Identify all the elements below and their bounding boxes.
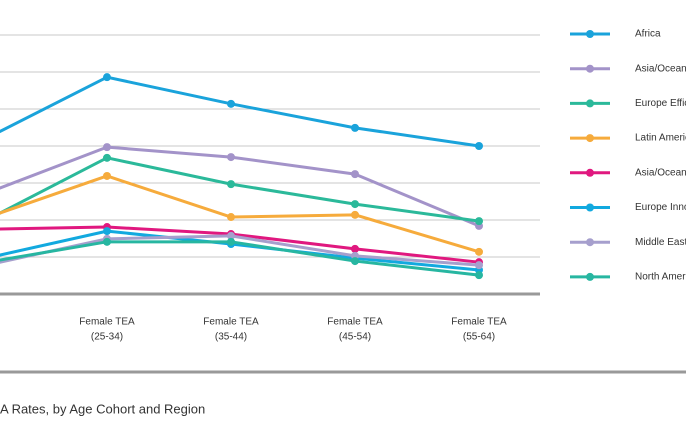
x-tick-label: Female TEA (79, 317, 135, 328)
legend-marker (586, 168, 594, 177)
legend-marker (586, 238, 594, 247)
legend-marker (586, 30, 594, 38)
data-point (103, 227, 111, 236)
data-point (103, 73, 111, 82)
legend-label: Asia/Oceania (635, 167, 686, 178)
legend-marker (586, 203, 594, 212)
data-point (475, 247, 483, 256)
data-point (475, 142, 483, 150)
data-point (103, 237, 111, 246)
x-tick-label: (25-34) (91, 332, 123, 343)
x-tick-label: Female TEA (451, 317, 507, 328)
legend-label: North Americ (635, 272, 686, 283)
data-point (475, 271, 483, 280)
legend-label: Middle Easte (635, 237, 686, 248)
data-point (103, 143, 111, 152)
legend-label: Europe Innova (635, 202, 686, 213)
series-line (0, 75, 480, 148)
chart-caption: A Rates, by Age Cohort and Region (0, 401, 205, 416)
data-point (351, 170, 359, 179)
data-point (227, 213, 235, 222)
x-tick-label: Female TEA (203, 317, 259, 328)
data-point (351, 200, 359, 209)
data-point (103, 171, 111, 180)
data-point (227, 237, 235, 246)
data-point (227, 180, 235, 189)
data-point (227, 99, 235, 108)
data-point (351, 257, 359, 266)
legend-label: Latin America (635, 133, 686, 144)
data-point (227, 231, 235, 240)
data-point (475, 261, 483, 270)
series-line (0, 156, 480, 223)
legend-label: Africa (635, 29, 661, 40)
x-tick-label: Female TEA (327, 317, 383, 328)
data-point (227, 153, 235, 162)
legend-marker (586, 64, 594, 73)
legend-marker (586, 272, 594, 281)
legend-marker (586, 99, 594, 108)
x-tick-label: (55-64) (463, 332, 495, 343)
x-tick-label: (35-44) (215, 332, 247, 343)
legend-label: Asia/Oceania (635, 63, 686, 74)
data-point (475, 217, 483, 226)
data-point (351, 244, 359, 253)
data-point (351, 210, 359, 219)
data-point (351, 123, 359, 132)
x-tick-label: (45-54) (339, 332, 371, 343)
data-point (103, 153, 111, 162)
legend-label: Europe Efficie (635, 98, 686, 109)
legend-marker (586, 134, 594, 143)
